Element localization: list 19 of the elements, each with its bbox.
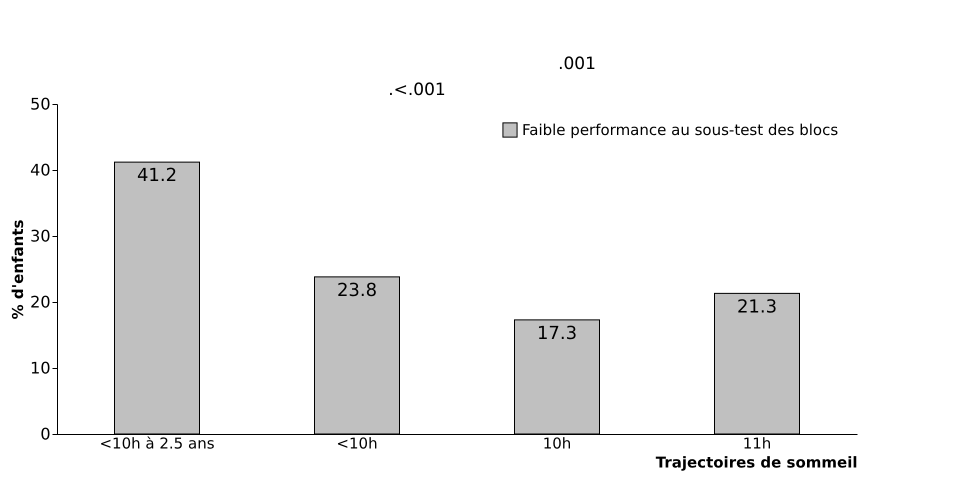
x-tick-label: 11h: [742, 434, 772, 452]
text: .001: [558, 54, 596, 74]
x-tick-label: <10h à 2.5 ans: [99, 434, 215, 452]
y-tick-label: 50: [30, 94, 50, 114]
data-label: 21.3: [736, 296, 778, 318]
x-tick-label: <10h: [336, 434, 378, 452]
y-tick-label: 40: [30, 160, 50, 180]
text: .<.001: [388, 80, 446, 100]
y-axis-title: % d'enfants: [9, 220, 28, 320]
data-label: 41.2: [136, 165, 178, 186]
data-label: 23.8: [336, 280, 378, 301]
data-label: 17.3: [536, 322, 578, 344]
y-tick-label: 0: [40, 424, 50, 444]
legend-label: Faible performance au sous-test des blocs: [522, 121, 838, 139]
x-tick-label: 10h: [542, 434, 572, 452]
y-tick-label: 30: [30, 226, 50, 246]
y-tick-label: 20: [30, 292, 50, 312]
y-tick-label: 10: [30, 358, 50, 378]
x-axis-title: Trajectoires de sommeil: [656, 454, 858, 472]
